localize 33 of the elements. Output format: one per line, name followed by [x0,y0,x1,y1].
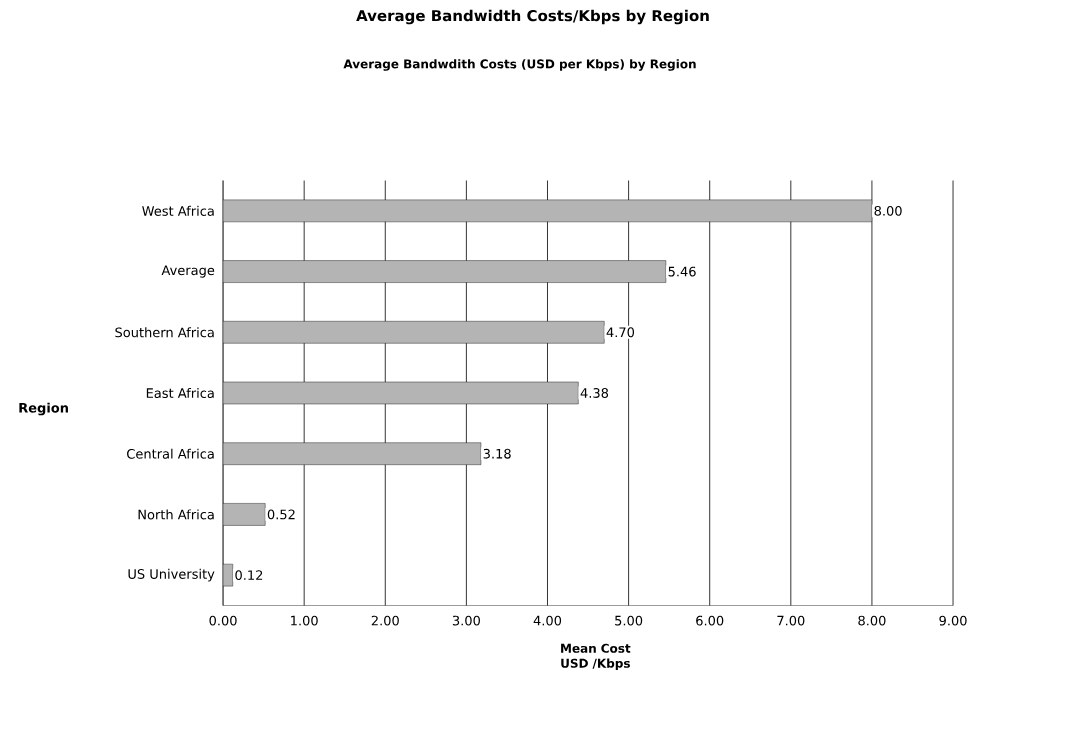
x-tick-label: 5.00 [615,615,643,626]
x-tick-label: 8.00 [858,615,886,626]
chart-subtitle: Average Bandwdith Costs (USD per Kbps) by Region [343,59,696,71]
data-label: 4.70 [606,327,635,338]
data-label: 8.00 [874,205,902,216]
y-tick-label: East Africa [146,387,214,399]
x-tick-label: 7.00 [777,615,805,626]
data-label: 5.46 [668,266,696,277]
x-tick-label: 9.00 [939,615,967,626]
y-tick-label: North Africa [138,509,214,520]
x-tick-label: 1.00 [291,615,318,626]
x-tick-label: 2.00 [371,615,399,626]
x-axis-title: Mean Cost USD /Kbps [561,643,631,671]
y-tick-label: Average [161,265,215,278]
bar [223,442,482,465]
bar [223,260,667,283]
y-tick-label: Central Africa [127,448,214,459]
x-tick-label: 3.00 [452,615,480,626]
y-axis-title: Region [19,402,68,416]
x-tick-label: 4.00 [533,615,562,626]
bar [223,503,266,526]
y-tick-label: West Africa [142,205,214,216]
bar [223,381,579,405]
chart-title: Average Bandwidth Costs/Kbps by Region [356,9,709,25]
data-label: 0.52 [267,509,295,520]
y-tick-label: US University [128,568,215,582]
y-tick-label: Southern Africa [115,327,214,338]
data-label: 0.12 [235,570,263,581]
data-label: 4.38 [580,388,609,398]
data-label: 3.18 [483,448,511,459]
bar [223,199,873,223]
x-tick-label: 0.00 [209,615,237,626]
x-tick-label: 6.00 [696,615,724,626]
